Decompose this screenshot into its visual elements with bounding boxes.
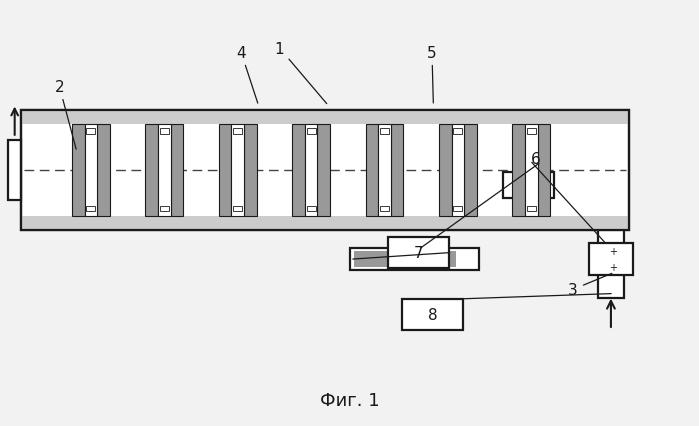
Bar [305,124,317,216]
Bar [388,238,449,268]
Bar [72,124,85,216]
Text: 2: 2 [55,80,76,150]
Bar [525,124,538,216]
Bar [21,111,629,124]
Bar [378,124,391,216]
Bar [97,124,110,216]
Bar [306,206,316,212]
Text: +: + [609,246,617,256]
Text: 6: 6 [531,151,540,167]
Bar [231,124,244,216]
Bar [8,141,21,200]
Bar [306,129,316,135]
Bar [589,243,633,276]
Bar [391,124,403,216]
Bar [317,124,330,216]
Bar [21,111,629,230]
Bar [233,129,243,135]
Bar [527,129,535,135]
Bar [158,124,171,216]
Bar [159,129,169,135]
Bar [354,251,456,268]
Text: 3: 3 [568,273,612,297]
Bar [233,206,243,212]
Bar [87,206,95,212]
Text: +: + [609,262,617,273]
Bar [454,129,463,135]
Text: 5: 5 [427,46,437,104]
Bar [452,124,464,216]
Bar [21,111,629,230]
Bar [527,206,535,212]
Bar [512,124,525,216]
Bar [171,124,183,216]
Bar [538,124,550,216]
Bar [464,124,477,216]
Bar [454,206,463,212]
Bar [292,124,305,216]
Text: 1: 1 [275,41,326,104]
Bar [21,216,629,230]
Text: 7: 7 [414,245,424,261]
Bar [219,124,231,216]
Bar [87,129,95,135]
Text: 8: 8 [428,307,438,322]
Bar [85,124,97,216]
Text: Фиг. 1: Фиг. 1 [319,391,380,409]
Bar [598,230,624,298]
Bar [366,124,378,216]
Bar [350,248,479,271]
Bar [380,206,389,212]
Bar [439,124,452,216]
Bar [380,129,389,135]
Bar [159,206,169,212]
Bar [244,124,257,216]
Bar [402,299,463,330]
Bar [145,124,158,216]
Bar [503,173,554,198]
Text: 4: 4 [236,46,258,104]
